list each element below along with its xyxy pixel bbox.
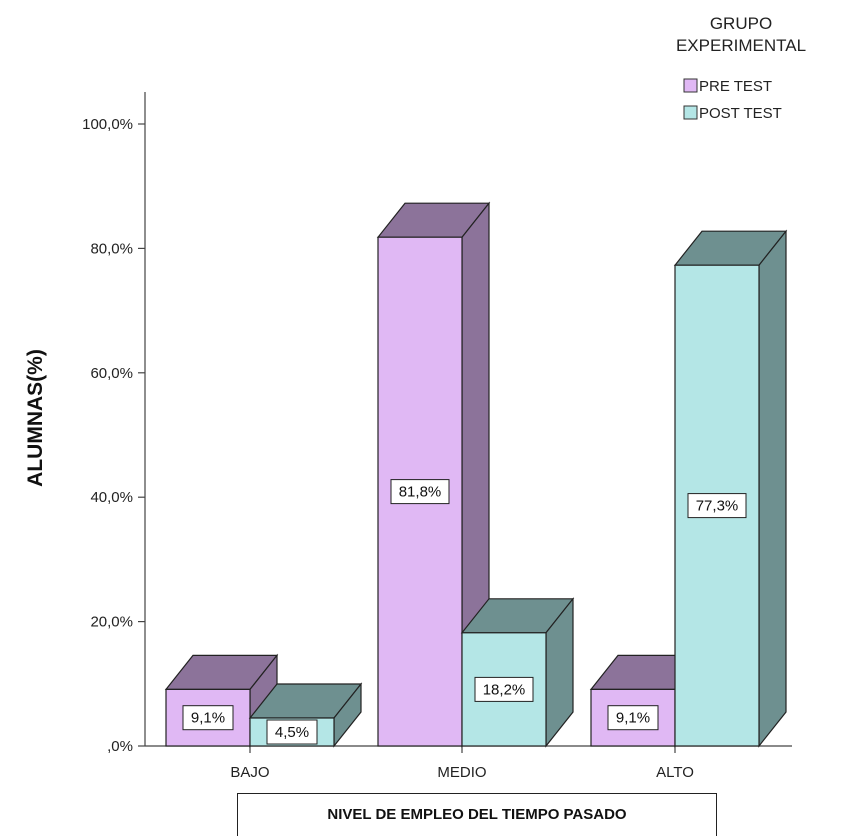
y-tick-label: 80,0% <box>90 240 133 257</box>
legend-swatch-pre-test <box>683 78 698 93</box>
value-label: 18,2% <box>474 676 534 702</box>
legend: GRUPO EXPERIMENTAL PRE TEST POST TEST <box>676 14 806 122</box>
value-label-text: 81,8% <box>399 484 442 501</box>
value-label-box <box>607 705 659 731</box>
bars <box>164 201 788 748</box>
x-axis-label: NIVEL DE EMPLEO DEL TIEMPO PASADO <box>327 806 627 823</box>
legend-swatch-post-test <box>683 105 698 120</box>
value-label-box <box>182 705 234 731</box>
bar-side-face <box>758 229 787 748</box>
y-tick-label: 40,0% <box>90 489 133 506</box>
value-labels: 9,1% 4,5% 81,8% 18,2% 9,1% 77,3% <box>182 479 747 745</box>
value-label-box <box>390 479 450 505</box>
value-label: 81,8% <box>390 479 450 505</box>
value-label: 9,1% <box>607 705 659 731</box>
y-axis-label: ALUMNAS(%) <box>24 349 47 487</box>
x-category-label: ALTO <box>656 764 694 781</box>
value-label-box <box>474 676 534 702</box>
bar-post-test-alto <box>673 229 788 748</box>
y-tick-label: 60,0% <box>90 365 133 382</box>
y-tick-label: 20,0% <box>90 614 133 631</box>
value-label-text: 9,1% <box>191 710 225 727</box>
value-label-text: 4,5% <box>275 724 309 741</box>
value-label: 9,1% <box>182 705 234 731</box>
legend-title-line-2: EXPERIMENTAL <box>676 36 806 55</box>
x-categories: BAJO MEDIO ALTO <box>230 746 694 781</box>
value-label-text: 77,3% <box>696 498 739 515</box>
value-label: 4,5% <box>266 719 318 745</box>
y-ticks: ,0% 20,0% 40,0% 60,0% 80,0% 100,0% <box>82 116 145 755</box>
value-label-box <box>687 493 747 519</box>
value-label-box <box>266 719 318 745</box>
legend-title-line-1: GRUPO <box>710 14 772 33</box>
y-tick-label: ,0% <box>107 738 133 755</box>
value-label-text: 18,2% <box>483 681 526 698</box>
value-label-text: 9,1% <box>616 710 650 727</box>
y-tick-label: 100,0% <box>82 116 133 133</box>
bar-post-test-medio <box>460 597 575 748</box>
legend-label-pre-test: PRE TEST <box>699 78 772 95</box>
legend-label-post-test: POST TEST <box>699 105 782 122</box>
x-category-label: BAJO <box>230 764 269 781</box>
x-axis-label-box: NIVEL DE EMPLEO DEL TIEMPO PASADO <box>237 793 717 836</box>
x-category-label: MEDIO <box>437 764 486 781</box>
value-label: 77,3% <box>687 493 747 519</box>
